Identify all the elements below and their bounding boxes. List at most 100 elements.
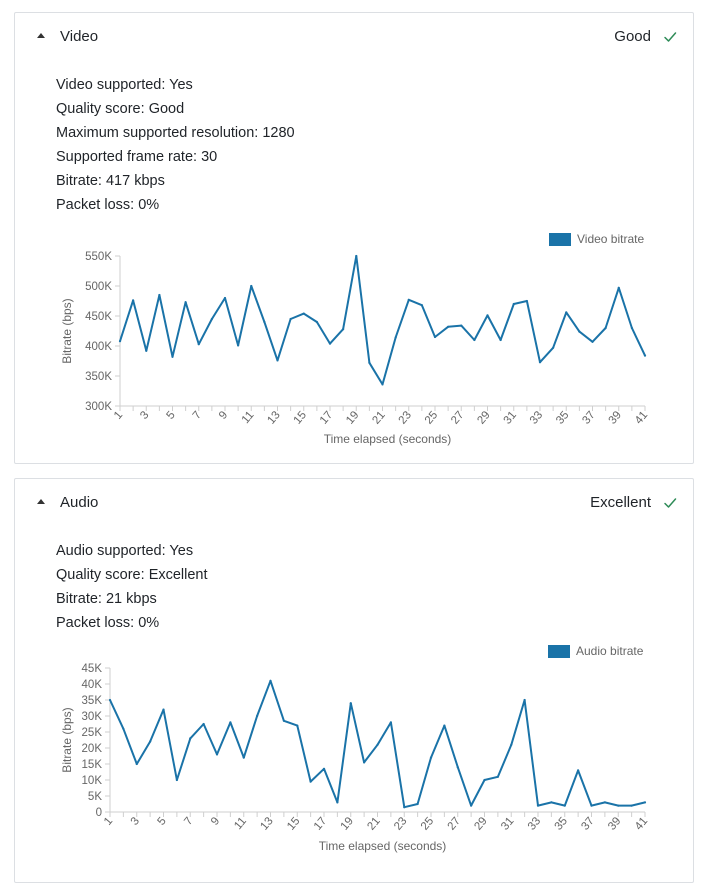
y-tick-label: 15K	[82, 759, 103, 771]
y-axis-label: Bitrate (bps)	[60, 707, 74, 772]
data-point	[456, 766, 459, 769]
y-tick-label: 500K	[85, 281, 112, 293]
check-icon	[664, 32, 677, 42]
data-point	[171, 355, 174, 358]
info-row-audio-supported: Audio supported: Yes	[56, 543, 194, 559]
data-point	[132, 299, 135, 302]
y-tick-label: 20K	[82, 743, 103, 755]
x-tick-label: 11	[240, 409, 257, 426]
data-point	[591, 340, 594, 343]
data-point	[363, 761, 366, 764]
x-tick-label: 1	[112, 409, 125, 422]
x-tick-label: 17	[312, 815, 329, 833]
data-point	[135, 762, 138, 766]
legend-label: Audio bitrate	[576, 644, 644, 658]
data-point	[276, 359, 279, 362]
data-point	[162, 708, 165, 711]
x-tick-label: 7	[182, 815, 195, 828]
audio-status-text: Excellent	[590, 494, 651, 511]
x-tick-label: 23	[392, 815, 409, 833]
data-point	[577, 769, 580, 772]
y-tick-label: 25K	[82, 727, 103, 739]
video-info-list: Video supported: Yes Quality score: Good…	[56, 73, 295, 217]
data-point	[578, 330, 581, 333]
video-panel-header[interactable]: Video Good	[15, 13, 693, 61]
data-point	[189, 737, 192, 740]
y-axis-label: Bitrate (bps)	[60, 298, 74, 363]
audio-panel: Audio Excellent Audio supported: Yes Qua…	[14, 478, 694, 883]
x-tick-label: 5	[155, 815, 168, 828]
x-tick-label: 29	[475, 409, 492, 427]
info-row-video-supported: Video supported: Yes	[56, 77, 193, 93]
data-point	[394, 336, 397, 339]
data-point	[229, 721, 232, 724]
series-line	[119, 255, 646, 386]
data-point	[263, 320, 266, 324]
x-tick-label: 27	[446, 815, 463, 833]
x-tick-label: 25	[423, 409, 440, 427]
data-point	[496, 775, 499, 778]
data-point	[184, 301, 187, 304]
data-point	[315, 320, 318, 324]
info-row-bitrate: Bitrate: 417 kbps	[56, 173, 165, 189]
x-tick-label: 15	[292, 409, 309, 427]
data-point	[420, 304, 423, 307]
data-point	[643, 354, 647, 357]
x-tick-label: 37	[580, 409, 597, 427]
info-row-packet-loss: Packet loss: 0%	[56, 197, 160, 213]
data-point	[108, 698, 112, 702]
data-point	[523, 698, 526, 702]
x-tick-label: 15	[285, 815, 302, 833]
video-status-text: Good	[614, 28, 651, 45]
audio-info-list: Audio supported: Yes Quality score: Exce…	[56, 539, 208, 635]
audio-panel-header[interactable]: Audio Excellent	[15, 479, 693, 527]
collapse-caret-icon[interactable]	[37, 33, 45, 38]
x-tick-label: 11	[232, 815, 249, 832]
x-tick-label: 1	[102, 815, 115, 828]
data-point	[289, 317, 292, 321]
x-tick-label: 41	[633, 815, 650, 833]
data-point	[149, 740, 152, 743]
data-point	[322, 767, 326, 770]
legend-swatch	[548, 645, 570, 658]
video-panel-title: Video	[60, 28, 99, 45]
x-tick-label: 21	[370, 409, 387, 427]
x-tick-label: 23	[397, 409, 414, 427]
data-point	[145, 349, 148, 352]
data-point	[525, 299, 528, 303]
data-point	[617, 804, 620, 807]
x-tick-label: 25	[419, 815, 436, 833]
data-point	[336, 801, 339, 804]
check-icon	[664, 498, 677, 508]
info-row-quality-score: Quality score: Excellent	[56, 567, 208, 583]
info-row-packet-loss: Packet loss: 0%	[56, 615, 160, 631]
data-point	[355, 254, 358, 258]
y-tick-label: 40K	[82, 679, 103, 691]
data-point	[403, 806, 406, 809]
data-point	[604, 326, 607, 330]
data-point	[590, 804, 593, 807]
y-tick-label: 550K	[85, 251, 112, 263]
x-axis-label: Time elapsed (seconds)	[319, 839, 447, 853]
data-point	[538, 361, 542, 364]
x-tick-label: 3	[138, 409, 151, 422]
collapse-caret-icon[interactable]	[37, 499, 45, 504]
x-tick-label: 41	[633, 409, 650, 427]
legend-swatch	[549, 233, 571, 246]
info-row-bitrate: Bitrate: 21 kbps	[56, 591, 157, 607]
y-tick-label: 350K	[85, 371, 112, 383]
data-point	[381, 383, 384, 386]
x-tick-label: 21	[365, 815, 382, 833]
data-point	[416, 802, 419, 806]
data-point	[550, 801, 553, 804]
data-point	[563, 804, 566, 807]
data-point	[368, 361, 371, 364]
data-point	[473, 338, 476, 342]
data-point	[499, 338, 502, 342]
x-tick-label: 19	[339, 815, 356, 833]
x-tick-label: 31	[499, 815, 516, 833]
data-point	[447, 325, 450, 328]
x-tick-label: 9	[209, 815, 222, 828]
x-tick-label: 19	[344, 409, 361, 427]
y-tick-label: 450K	[85, 311, 112, 323]
